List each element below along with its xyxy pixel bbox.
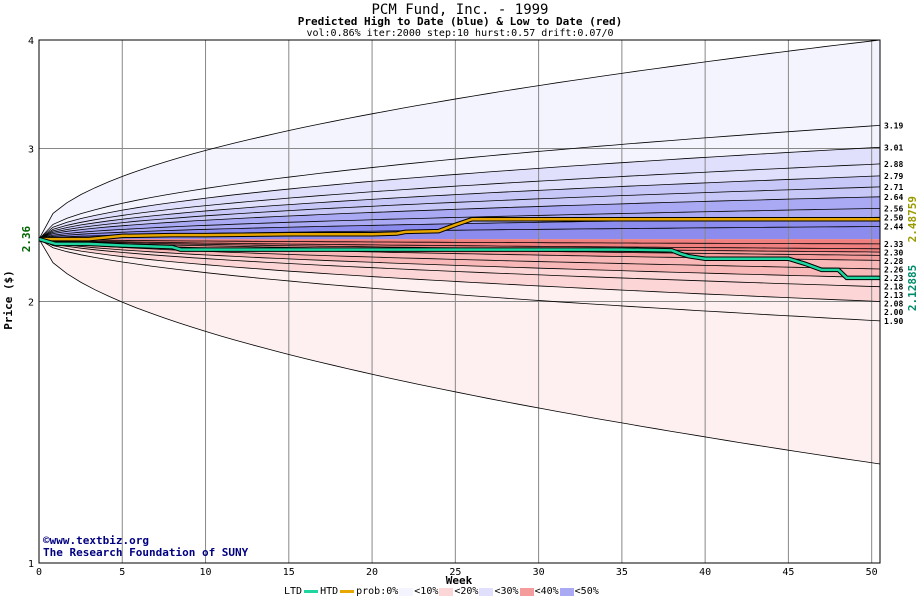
x-tick-label: 40: [699, 567, 711, 578]
high-band-area: [39, 208, 880, 240]
legend-ltd-label: LTD: [284, 586, 303, 597]
x-axis-label: Week: [446, 574, 473, 587]
low-band-area: [39, 239, 880, 302]
band-boundary-line: [38, 208, 881, 240]
band-boundary-line: [38, 175, 881, 240]
band-end-label: 2.88: [884, 160, 903, 169]
credit-org: The Research Foundation of SUNY: [43, 546, 249, 559]
legend-swatch-10: [399, 587, 414, 596]
band-end-label: 2.33: [884, 240, 903, 249]
band-end-label: 2.50: [884, 213, 903, 222]
legend-swatch-50: [559, 587, 574, 596]
high-band-area: [39, 40, 880, 240]
x-tick-label: 45: [782, 567, 794, 578]
low-band-area: [39, 239, 880, 464]
legend: LTD HTD prob:0% <10% <20% <30% <40% <50%: [284, 586, 599, 598]
band-boundary-line: [38, 238, 881, 302]
legend-band-10: <10%: [414, 586, 439, 597]
band-boundary-line: [38, 196, 881, 240]
band-end-label: 1.90: [884, 317, 903, 326]
high-band-area: [39, 217, 880, 240]
high-band-area: [39, 147, 880, 240]
legend-htd-label: HTD: [320, 586, 339, 597]
band-end-label: 2.23: [884, 274, 903, 283]
high-band-area: [39, 175, 880, 240]
start-price-label: 2.36: [20, 225, 33, 252]
x-tick-label: 15: [283, 567, 295, 578]
x-tick-label: 10: [200, 567, 212, 578]
plot-frame: [38, 39, 881, 564]
chart-title: PCM Fund, Inc. - 1999: [371, 2, 549, 18]
legend-band-30: <30%: [494, 586, 519, 597]
htd-end-label: 2.48759: [906, 196, 919, 242]
legend-swatch-40: [519, 587, 534, 596]
band-end-label: 2.13: [884, 291, 903, 300]
x-tick-label: 0: [36, 567, 42, 578]
x-tick-label: 5: [119, 567, 125, 578]
x-tick-label: 50: [866, 567, 878, 578]
legend-htd-swatch: [340, 590, 355, 593]
legend-band-40: <40%: [534, 586, 559, 597]
band-end-label: 2.56: [884, 204, 903, 213]
band-end-label: 2.26: [884, 265, 903, 274]
band-boundary-line: [38, 163, 881, 240]
legend-ltd-swatch: [304, 590, 319, 593]
x-tick-label: 20: [366, 567, 378, 578]
high-band-area: [39, 163, 880, 240]
band-boundary-line: [38, 238, 881, 322]
low-band-area: [39, 239, 880, 321]
credit-site: ©www.textbiz.org: [43, 534, 149, 547]
band-boundary-line: [38, 125, 881, 240]
chart-params: vol:0.86% iter:2000 step:10 hurst:0.57 d…: [306, 28, 614, 39]
band-boundary-line: [38, 39, 881, 240]
x-tick-label: 30: [533, 567, 545, 578]
ltd-line: [38, 237, 880, 280]
band-boundary-line: [38, 238, 881, 250]
band-boundary-line: [38, 238, 881, 288]
x-tick-label: 25: [449, 567, 461, 578]
legend-band-20: <20%: [454, 586, 479, 597]
band-end-label: 2.18: [884, 282, 903, 291]
y-tick-label: 1: [28, 559, 34, 570]
y-tick-label: 4: [28, 36, 34, 47]
legend-swatch-30: [479, 587, 494, 596]
band-end-label: 2.79: [884, 172, 903, 181]
band-end-label: 2.28: [884, 257, 903, 266]
y-tick-label: 3: [28, 145, 34, 156]
low-band-area: [39, 239, 880, 244]
legend-prob-label: prob:0%: [356, 586, 399, 597]
htd-line: [39, 217, 880, 241]
chart-subtitle: Predicted High to Date (blue) & Low to D…: [297, 15, 623, 28]
band-end-label: 2.30: [884, 248, 903, 257]
band-boundary-line: [38, 146, 881, 240]
high-band-area: [39, 196, 880, 240]
legend-swatch-20: [439, 587, 454, 596]
low-band-area: [39, 239, 880, 287]
band-end-label: 2.08: [884, 299, 903, 308]
band-end-label: 3.19: [884, 121, 903, 130]
band-end-label: 2.00: [884, 308, 903, 317]
legend-band-50: <50%: [574, 586, 599, 597]
band-end-label: 3.01: [884, 143, 903, 152]
high-band-area: [39, 125, 880, 240]
band-boundary-line: [38, 238, 881, 279]
band-end-label: 2.44: [884, 222, 903, 231]
y-axis-label: Price ($): [2, 270, 15, 330]
ltd-end-label: 2.12885: [906, 265, 919, 311]
band-end-label: 2.64: [884, 193, 903, 202]
band-boundary-line: [38, 238, 881, 465]
high-band-area: [39, 186, 880, 240]
band-boundary-line: [38, 238, 881, 245]
low-band-area: [39, 239, 880, 261]
y-tick-label: 2: [28, 298, 34, 309]
band-end-label: 2.71: [884, 183, 903, 192]
x-tick-label: 35: [616, 567, 628, 578]
band-boundary-line: [38, 186, 881, 240]
low-band-area: [39, 239, 880, 278]
